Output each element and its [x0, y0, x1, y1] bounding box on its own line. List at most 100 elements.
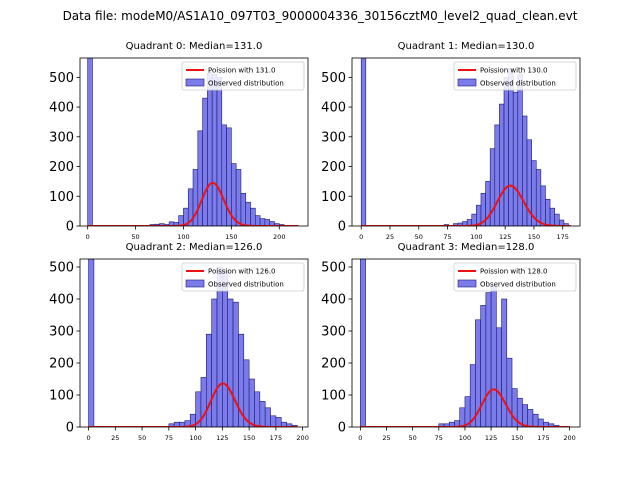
q3-ytick-label-1: 100 [321, 389, 346, 404]
q3-ytick-label-5: 500 [321, 261, 346, 276]
q1-bar-0 [360, 58, 367, 226]
q0-bar-23 [255, 215, 261, 226]
q1-xtick-label-2: 50 [415, 233, 423, 241]
q0-legend-box [181, 61, 305, 91]
q3-bar-5 [459, 407, 466, 427]
q0-bar-24 [259, 218, 266, 226]
q3-bar-14 [506, 357, 513, 427]
q1-axes-frame [351, 57, 581, 227]
q3-ytick-label-4: 400 [321, 293, 346, 308]
q1-bar-20 [535, 169, 542, 226]
q1-bar-26 [563, 223, 569, 226]
q2-chart: 0 25 50 75 100 125 150 175 200 0 100 200 300 400 500 Qu… [49, 242, 309, 442]
q3-bar-12 [496, 327, 502, 427]
q2-xtick-label-0: 0 [86, 434, 90, 442]
q2-bar-8 [206, 333, 212, 427]
q1-bar-14 [508, 68, 514, 226]
q3-xtick-label-1: 25 [382, 434, 390, 442]
q3-axes-frame [351, 258, 581, 428]
q1-bar-16 [517, 74, 523, 226]
q1-legend-observed-swatch [457, 78, 477, 87]
q1-chart: 0 25 50 75 100 125 150 175 0 100 200 300 400 500 Quadr… [321, 41, 581, 241]
q0-axes-frame [79, 57, 309, 227]
q3-legend-poisson-label: Poission with 128.0 [480, 268, 548, 276]
q3-bar-17 [522, 404, 529, 427]
q0-xtick-label-0: 0 [86, 233, 90, 241]
q3-legend-box [453, 262, 577, 292]
q2-bar-12 [227, 298, 234, 427]
q0-legend-observed-label: Observed distribution [208, 80, 284, 88]
q2-xtick-label-8: 200 [296, 434, 308, 442]
q2-xtick-label-3: 75 [165, 434, 173, 442]
q2-ytick-label-1: 100 [49, 389, 74, 404]
q1-bar-24 [554, 213, 560, 226]
q1-legend-box [453, 61, 577, 91]
q1-legend: Poission with 130.0 Observed distribution [453, 61, 577, 91]
q3-xtick-label-0: 0 [358, 434, 362, 442]
q3-bar-0 [360, 259, 366, 427]
q2-xtick-label-1: 25 [111, 434, 119, 442]
q2-legend-observed-label: Observed distribution [208, 281, 284, 289]
q1-ytick-label-5: 500 [321, 71, 346, 86]
q3-legend-observed-label: Observed distribution [480, 281, 556, 289]
q0-bar-13 [207, 72, 213, 226]
q2-title: Quadrant 2: Median=126.0 [126, 242, 263, 253]
q3-bar-13 [501, 298, 508, 427]
q3-bar-11 [490, 285, 497, 427]
q2-legend-observed-swatch [185, 279, 205, 288]
q3-ytick-label-0: 0 [338, 421, 346, 436]
q0-xtick-label-3: 150 [225, 233, 237, 241]
q0-ytick-label-4: 400 [49, 101, 74, 116]
q0-title: Quadrant 0: Median=131.0 [126, 41, 263, 52]
q1-bar-21 [540, 185, 546, 226]
q1-ytick-label-2: 200 [321, 160, 346, 175]
q0-poisson-line [87, 181, 299, 226]
q2-bar-16 [248, 378, 255, 427]
q2-bar-17 [254, 391, 261, 427]
q2-bar-18 [259, 401, 266, 427]
q2-xtick-label-4: 100 [189, 434, 201, 442]
q3-bars [360, 259, 560, 427]
q3-xtick-label-6: 150 [511, 434, 523, 442]
q3-chart: 0 25 50 75 100 125 150 175 200 0 100 200 300 400 500 Qu… [321, 242, 581, 442]
q1-bar-11 [494, 124, 500, 226]
q2-bar-20 [270, 415, 277, 427]
q1-xtick-label-0: 0 [359, 233, 363, 241]
q2-bar-19 [264, 407, 271, 427]
q3-ytick-label-3: 300 [321, 325, 346, 340]
q0-ytick-label-2: 200 [49, 160, 74, 175]
q0-bar-16 [221, 124, 227, 226]
q0-ytick-label-0: 0 [66, 220, 74, 235]
q3-xtick-label-5: 125 [485, 434, 497, 442]
q1-xtick-label-7: 175 [557, 233, 569, 241]
q3-xtick-label-3: 75 [435, 434, 443, 442]
q0-bar-21 [245, 201, 251, 226]
q2-ytick-label-4: 400 [49, 293, 74, 308]
q3-xtick-label-4: 100 [459, 434, 471, 442]
q1-ytick-label-1: 100 [321, 190, 346, 205]
q1-xtick-label-4: 100 [470, 233, 482, 241]
q3-legend: Poission with 128.0 Observed distribution [453, 262, 577, 292]
q0-xtick-label-1: 50 [131, 233, 139, 241]
q3-bar-18 [527, 409, 534, 427]
q1-legend-observed-label: Observed distribution [480, 80, 556, 88]
q0-ytick-label-5: 500 [49, 71, 74, 86]
q3-bar-20 [537, 418, 544, 427]
q2-xtick-label-5: 125 [216, 434, 228, 442]
q1-bar-23 [549, 207, 555, 226]
q2-bar-9 [211, 298, 218, 427]
q1-xtick-label-1: 25 [386, 233, 394, 241]
q0-bar-11 [197, 130, 203, 226]
q3-xtick-label-8: 200 [563, 434, 575, 442]
q1-legend-poisson-label: Poission with 130.0 [480, 67, 548, 75]
q0-bar-22 [250, 207, 256, 226]
q0-legend-observed-swatch [185, 78, 205, 87]
q2-bar-11 [222, 269, 229, 427]
q1-xtick-label-3: 75 [443, 233, 451, 241]
q2-bar-21 [275, 417, 282, 427]
q1-bar-13 [503, 77, 509, 226]
q2-bar-0 [88, 259, 95, 427]
q2-legend-poisson-label: Poission with 126.0 [208, 268, 276, 276]
q0-ytick-label-3: 300 [49, 130, 74, 145]
